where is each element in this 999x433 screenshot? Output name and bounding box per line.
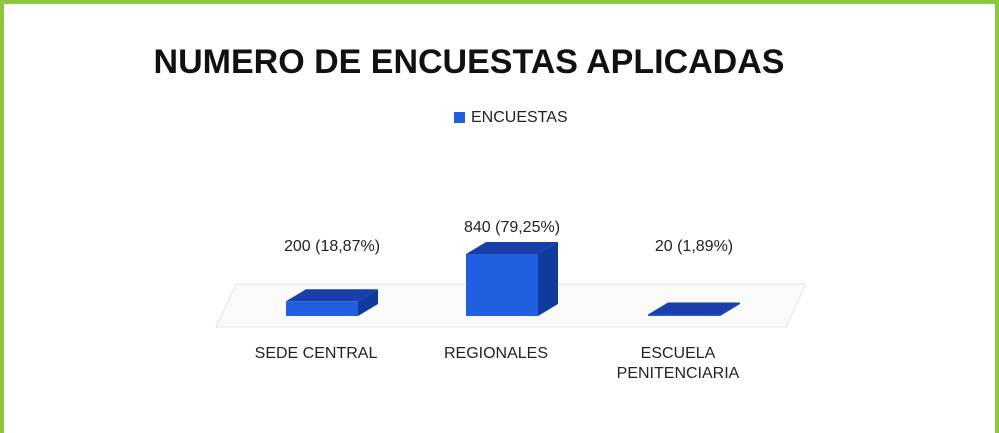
bar-top — [286, 289, 378, 302]
bar-front — [466, 254, 538, 316]
x-tick-label: REGIONALES — [443, 345, 549, 362]
bar-side — [358, 289, 378, 316]
chart-svg: NUMERO DE ENCUESTAS APLICADAS ENCUESTAS 2… — [154, 43, 807, 328]
value-label: 840 (79,25%) — [464, 219, 560, 236]
bar-top — [648, 302, 740, 315]
bar — [466, 242, 558, 316]
bar-side — [720, 302, 740, 316]
bar — [286, 289, 378, 316]
x-tick-label: ESCUELA PENITENCIARIA — [616, 345, 740, 382]
bar-front — [286, 301, 358, 316]
bar-front — [648, 314, 720, 316]
bar — [648, 302, 740, 316]
legend-swatch — [454, 112, 465, 123]
legend-label: ENCUESTAS — [471, 109, 568, 126]
bar-top — [466, 242, 558, 254]
x-tick-label: SEDE CENTRAL — [254, 345, 378, 362]
value-label: 200 (18,87%) — [284, 238, 380, 255]
value-label: 20 (1,89%) — [655, 238, 733, 255]
chart-title: NUMERO DE ENCUESTAS APLICADAS — [154, 43, 785, 81]
bar-side — [538, 242, 558, 316]
